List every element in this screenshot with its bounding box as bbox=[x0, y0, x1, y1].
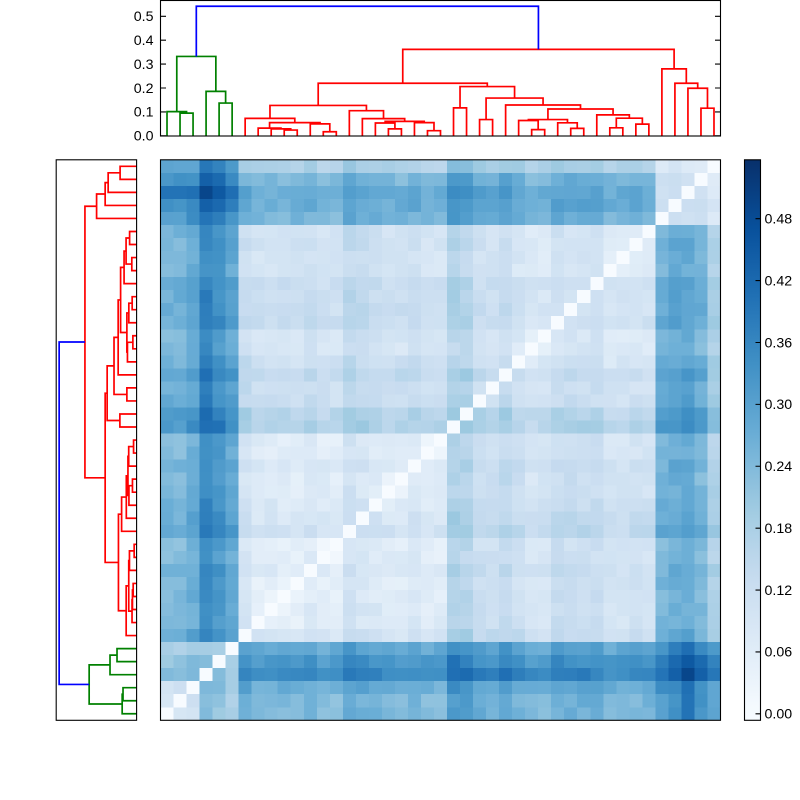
svg-text:0.24: 0.24 bbox=[765, 459, 793, 475]
svg-text:0.5: 0.5 bbox=[134, 9, 154, 25]
svg-text:0.42: 0.42 bbox=[765, 273, 793, 289]
svg-text:0.48: 0.48 bbox=[765, 212, 793, 228]
svg-text:0.3: 0.3 bbox=[134, 57, 154, 73]
svg-text:0.36: 0.36 bbox=[765, 335, 793, 351]
svg-text:0.0: 0.0 bbox=[134, 129, 154, 145]
svg-text:0.1: 0.1 bbox=[134, 105, 154, 121]
svg-text:0.06: 0.06 bbox=[765, 645, 793, 661]
svg-text:0.4: 0.4 bbox=[134, 33, 154, 49]
svg-text:0.2: 0.2 bbox=[134, 81, 154, 97]
svg-text:0.18: 0.18 bbox=[765, 521, 793, 537]
svg-text:0.30: 0.30 bbox=[765, 397, 793, 413]
svg-text:0.00: 0.00 bbox=[765, 707, 793, 723]
svg-text:0.12: 0.12 bbox=[765, 583, 793, 599]
